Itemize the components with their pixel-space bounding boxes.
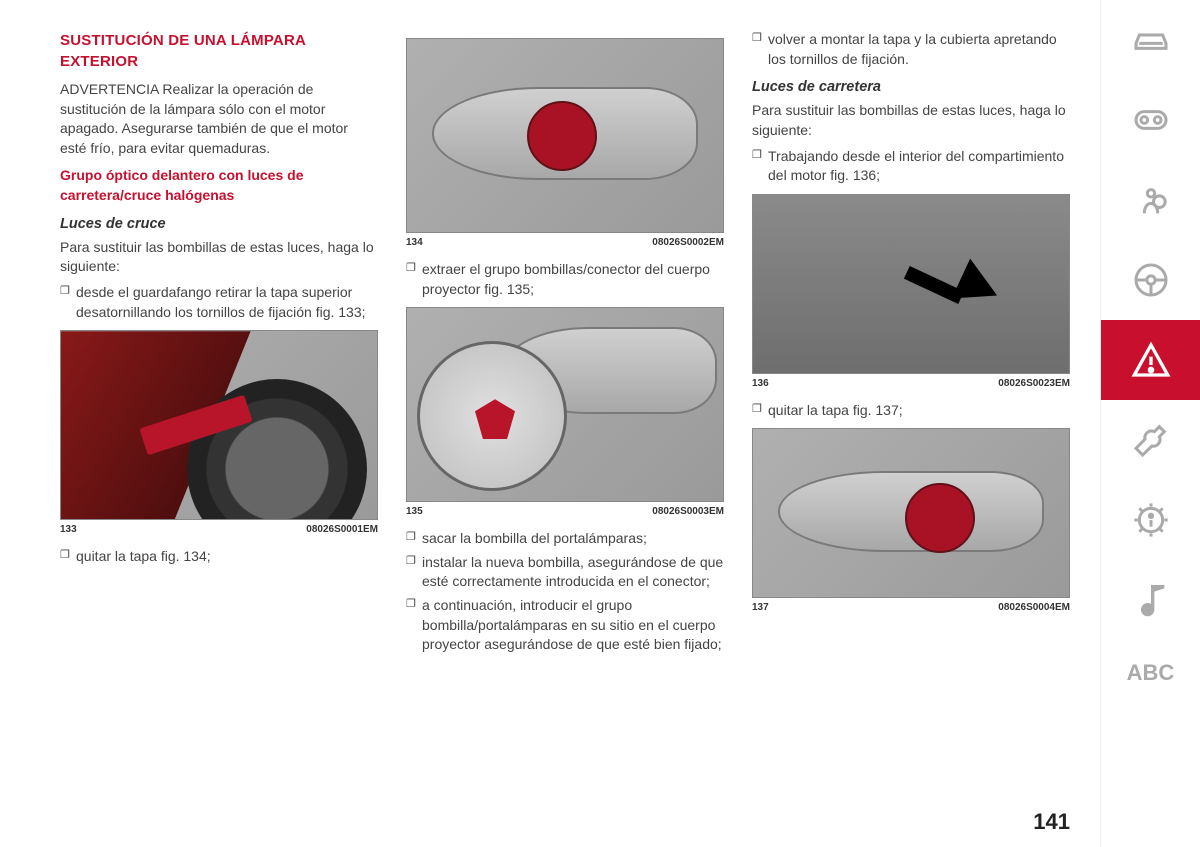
figure-number: 135 [406,505,423,519]
sidebar-item-vehicle[interactable] [1101,0,1200,80]
sidebar-item-multimedia[interactable] [1101,560,1200,640]
figure-code: 08026S0001EM [306,523,378,537]
figure-number: 137 [752,601,769,615]
intro-text: Para sustituir las bombillas de estas lu… [60,238,378,277]
figure-number: 133 [60,523,77,537]
figure-code: 08026S0002EM [652,236,724,250]
column-2: 134 08026S0002EM extraer el grupo bombil… [406,30,724,837]
columns-wrapper: SUSTITUCIÓN DE UNA LÁMPARA EXTERIOR ADVE… [60,30,1070,837]
manual-page: SUSTITUCIÓN DE UNA LÁMPARA EXTERIOR ADVE… [0,0,1100,847]
figure-caption: 136 08026S0023EM [752,377,1070,391]
sidebar-item-dashboard[interactable] [1101,80,1200,160]
step-item: Trabajando desde el interior del compart… [752,147,1070,186]
figure-133 [60,330,378,520]
magnifier-circle [417,341,567,491]
figure-137 [752,428,1070,598]
wrench-icon [1131,420,1171,460]
warning-text: ADVERTENCIA Realizar la operación de sus… [60,80,378,158]
warning-triangle-icon [1131,340,1171,380]
steering-wheel-icon [1131,260,1171,300]
step-item: extraer el grupo bombillas/conector del … [406,260,724,299]
step-item: a continuación, introducir el grupo bomb… [406,596,724,655]
step-item: desde el guardafango retirar la tapa sup… [60,283,378,322]
highlight-connector [475,399,515,439]
sidebar-item-driving[interactable] [1101,240,1200,320]
section-title: SUSTITUCIÓN DE UNA LÁMPARA EXTERIOR [60,30,378,72]
step-item: sacar la bombilla del portalámparas; [406,529,724,549]
info-gear-icon [1131,500,1171,540]
figure-136 [752,194,1070,374]
figure-number: 134 [406,236,423,250]
highlight-cap [905,483,975,553]
airbag-icon [1131,180,1171,220]
music-note-icon [1131,580,1171,620]
step-item: instalar la nueva bombilla, asegurándose… [406,553,724,592]
subsection-title: Grupo óptico delantero con luces de carr… [60,166,378,205]
figure-caption: 134 08026S0002EM [406,236,724,250]
figure-135 [406,307,724,502]
figure-134 [406,38,724,233]
sidebar-item-safety[interactable] [1101,160,1200,240]
figure-caption: 137 08026S0004EM [752,601,1070,615]
column-3: volver a montar la tapa y la cubierta ap… [752,30,1070,837]
figure-number: 136 [752,377,769,391]
step-item: quitar la tapa fig. 137; [752,401,1070,421]
sidebar-item-maintenance[interactable] [1101,400,1200,480]
section-sidebar: ABC [1100,0,1200,847]
car-icon [1131,20,1171,60]
arrow-head-icon [952,258,1007,315]
page-number: 141 [1033,809,1070,835]
figure-code: 08026S0023EM [998,377,1070,391]
sidebar-item-emergency[interactable] [1101,320,1200,400]
column-1: SUSTITUCIÓN DE UNA LÁMPARA EXTERIOR ADVE… [60,30,378,837]
sidebar-item-index[interactable]: ABC [1101,640,1200,706]
figure-caption: 135 08026S0003EM [406,505,724,519]
dashboard-icon [1131,100,1171,140]
step-item: quitar la tapa fig. 134; [60,547,378,567]
figure-code: 08026S0004EM [998,601,1070,615]
intro-text: Para sustituir las bombillas de estas lu… [752,101,1070,140]
highlight-cap [527,101,597,171]
subheading-luces-cruce: Luces de cruce [60,214,378,234]
subheading-luces-carretera: Luces de carretera [752,77,1070,97]
sidebar-item-technical[interactable] [1101,480,1200,560]
figure-caption: 133 08026S0001EM [60,523,378,537]
figure-code: 08026S0003EM [652,505,724,519]
step-item: volver a montar la tapa y la cubierta ap… [752,30,1070,69]
